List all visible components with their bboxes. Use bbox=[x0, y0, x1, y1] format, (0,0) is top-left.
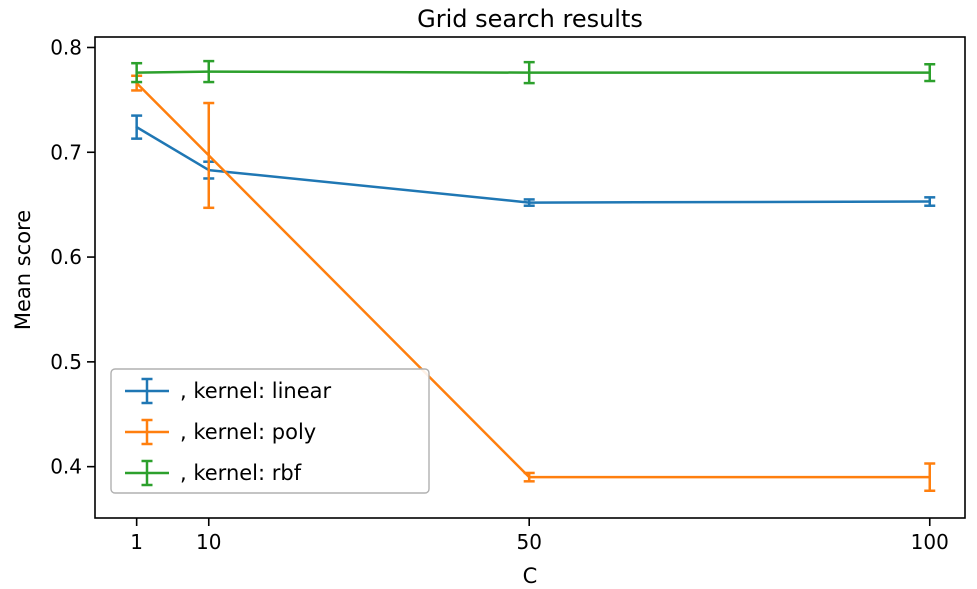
legend-label: , kernel: rbf bbox=[180, 461, 302, 485]
series-line-rbf bbox=[135, 70, 932, 74]
legend-label: , kernel: linear bbox=[180, 379, 332, 403]
y-axis-label: Mean score bbox=[11, 210, 35, 330]
legend-item-rbf: , kernel: rbf bbox=[125, 459, 302, 487]
y-tick-label: 0.8 bbox=[50, 35, 82, 59]
legend-frame bbox=[110, 368, 430, 494]
x-tick-label: 50 bbox=[516, 530, 541, 554]
ticks-layer: 1 10 50 100 0.4 0.5 0.6 0.7 0.8 bbox=[50, 35, 949, 554]
axis-frame bbox=[94, 36, 966, 519]
chart-title: Grid search results bbox=[417, 5, 643, 33]
series-rbf bbox=[131, 59, 936, 85]
y-tick-label: 0.7 bbox=[50, 140, 82, 164]
series-linear bbox=[131, 114, 936, 207]
legend-item-poly: , kernel: poly bbox=[125, 418, 316, 446]
series-line-linear bbox=[135, 125, 932, 204]
legend: , kernel: linear , kernel: poly , kernel: … bbox=[110, 368, 430, 494]
series-line-poly bbox=[135, 81, 932, 479]
x-axis-label: C bbox=[523, 564, 538, 588]
x-tick-label: 1 bbox=[130, 530, 143, 554]
y-tick-label: 0.4 bbox=[50, 455, 82, 479]
legend-item-linear: , kernel: linear bbox=[125, 377, 332, 405]
x-tick-label: 100 bbox=[911, 530, 949, 554]
y-tick-label: 0.5 bbox=[50, 350, 82, 374]
y-tick-label: 0.6 bbox=[50, 245, 82, 269]
legend-label: , kernel: poly bbox=[180, 420, 316, 444]
x-tick-label: 10 bbox=[196, 530, 221, 554]
series-layer bbox=[131, 59, 936, 493]
